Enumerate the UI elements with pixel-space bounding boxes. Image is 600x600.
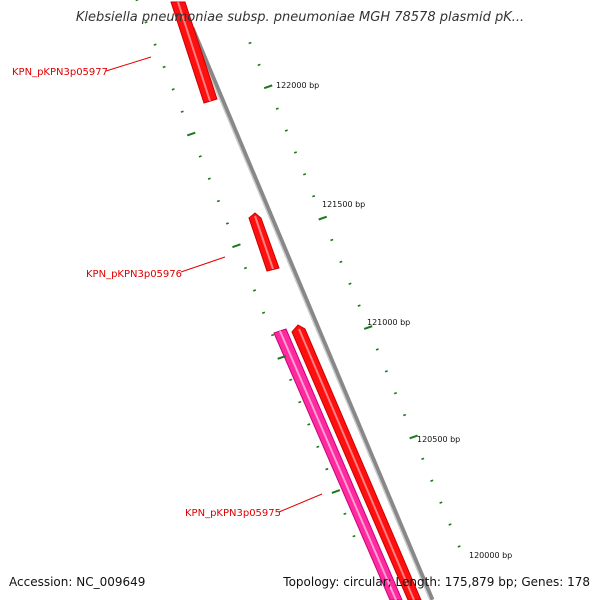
inner-track-minor-tick	[225, 222, 229, 225]
outer-track-minor-tick	[402, 413, 407, 417]
outer-track-minor-tick	[275, 107, 279, 110]
outer-track-minor-tick	[284, 129, 288, 132]
gene-kpn-pkpn3p05975-forward[interactable]	[291, 324, 422, 600]
outer-track-major-tick	[318, 215, 328, 221]
inner-track-minor-tick	[289, 378, 293, 381]
outer-track-minor-tick	[375, 348, 379, 351]
inner-track-major-tick	[331, 489, 341, 494]
inner-track-minor-tick	[153, 43, 157, 46]
outer-track-minor-tick	[330, 238, 334, 242]
outer-track-minor-tick	[293, 151, 298, 154]
outer-track-minor-tick	[384, 370, 388, 373]
gene-kpn-pkpn3p05975-reverse[interactable]	[273, 328, 403, 600]
inner-track-minor-tick	[316, 445, 320, 449]
inner-track-minor-tick	[144, 21, 148, 24]
inner-track-minor-tick	[180, 110, 184, 113]
leader-line-05975	[278, 493, 323, 513]
tick-label-121000: 121000 bp	[367, 318, 410, 327]
leader-line-05977	[105, 56, 152, 72]
outer-track-minor-tick	[439, 501, 443, 504]
outer-tick-track	[248, 41, 461, 548]
plasmid-backbone	[189, 27, 435, 600]
inner-track-minor-tick	[271, 333, 275, 337]
inner-track-minor-tick	[252, 289, 257, 292]
inner-track-minor-tick	[198, 155, 202, 158]
inner-track-minor-tick	[243, 266, 248, 270]
tick-label-120000: 120000 bp	[469, 551, 512, 560]
inner-track-minor-tick	[307, 423, 311, 426]
outer-track-minor-tick	[430, 479, 434, 482]
outer-track-major-tick	[409, 434, 418, 440]
outer-track-minor-tick	[248, 41, 252, 45]
inner-tick-track	[135, 0, 356, 538]
gene-kpn-pkpn3p05977[interactable]	[170, 1, 218, 104]
outer-track-minor-tick	[457, 545, 461, 548]
inner-track-minor-tick	[298, 400, 302, 404]
outer-track-minor-tick	[312, 194, 316, 198]
tick-label-121500: 121500 bp	[322, 200, 365, 209]
outer-track-minor-tick	[348, 282, 352, 285]
outer-track-major-tick	[263, 84, 273, 90]
inner-track-major-tick	[186, 131, 196, 137]
inner-track-minor-tick	[162, 65, 166, 69]
leader-line-05976	[180, 256, 226, 273]
inner-track-minor-tick	[343, 512, 347, 516]
topology-summary: Topology: circular; Length: 175,879 bp; …	[283, 575, 590, 589]
outer-track-minor-tick	[257, 63, 261, 67]
inner-track-major-tick	[232, 243, 241, 249]
outer-track-major-tick	[363, 325, 373, 330]
inner-track-minor-tick	[216, 199, 220, 203]
inner-track-major-tick	[277, 355, 286, 360]
inner-track-minor-tick	[262, 311, 266, 314]
inner-track-minor-tick	[171, 88, 175, 91]
outer-track-minor-tick	[339, 260, 343, 264]
inner-track-minor-tick	[352, 534, 356, 538]
outer-track-minor-tick	[421, 457, 425, 461]
gene-label-kpn-pkpn3p05977[interactable]: KPN_pKPN3p05977	[12, 67, 108, 78]
accession-text: Accession: NC_009649	[9, 575, 146, 589]
gene-label-kpn-pkpn3p05976[interactable]: KPN_pKPN3p05976	[86, 269, 182, 280]
gene-kpn-pkpn3p05976[interactable]	[248, 212, 280, 272]
plasmid-backbone-highlight	[189, 27, 431, 600]
outer-track-minor-tick	[448, 523, 452, 526]
gene-label-kpn-pkpn3p05975[interactable]: KPN_pKPN3p05975	[185, 508, 281, 519]
outer-track-minor-tick	[393, 391, 398, 395]
outer-track-minor-tick	[302, 173, 307, 176]
map-title: Klebsiella pneumoniae subsp. pneumoniae …	[75, 10, 525, 25]
inner-track-minor-tick	[325, 467, 329, 471]
inner-track-minor-tick	[207, 177, 211, 180]
tick-label-120500: 120500 bp	[417, 435, 460, 444]
tick-label-122000: 122000 bp	[276, 81, 319, 90]
outer-track-minor-tick	[357, 304, 361, 307]
